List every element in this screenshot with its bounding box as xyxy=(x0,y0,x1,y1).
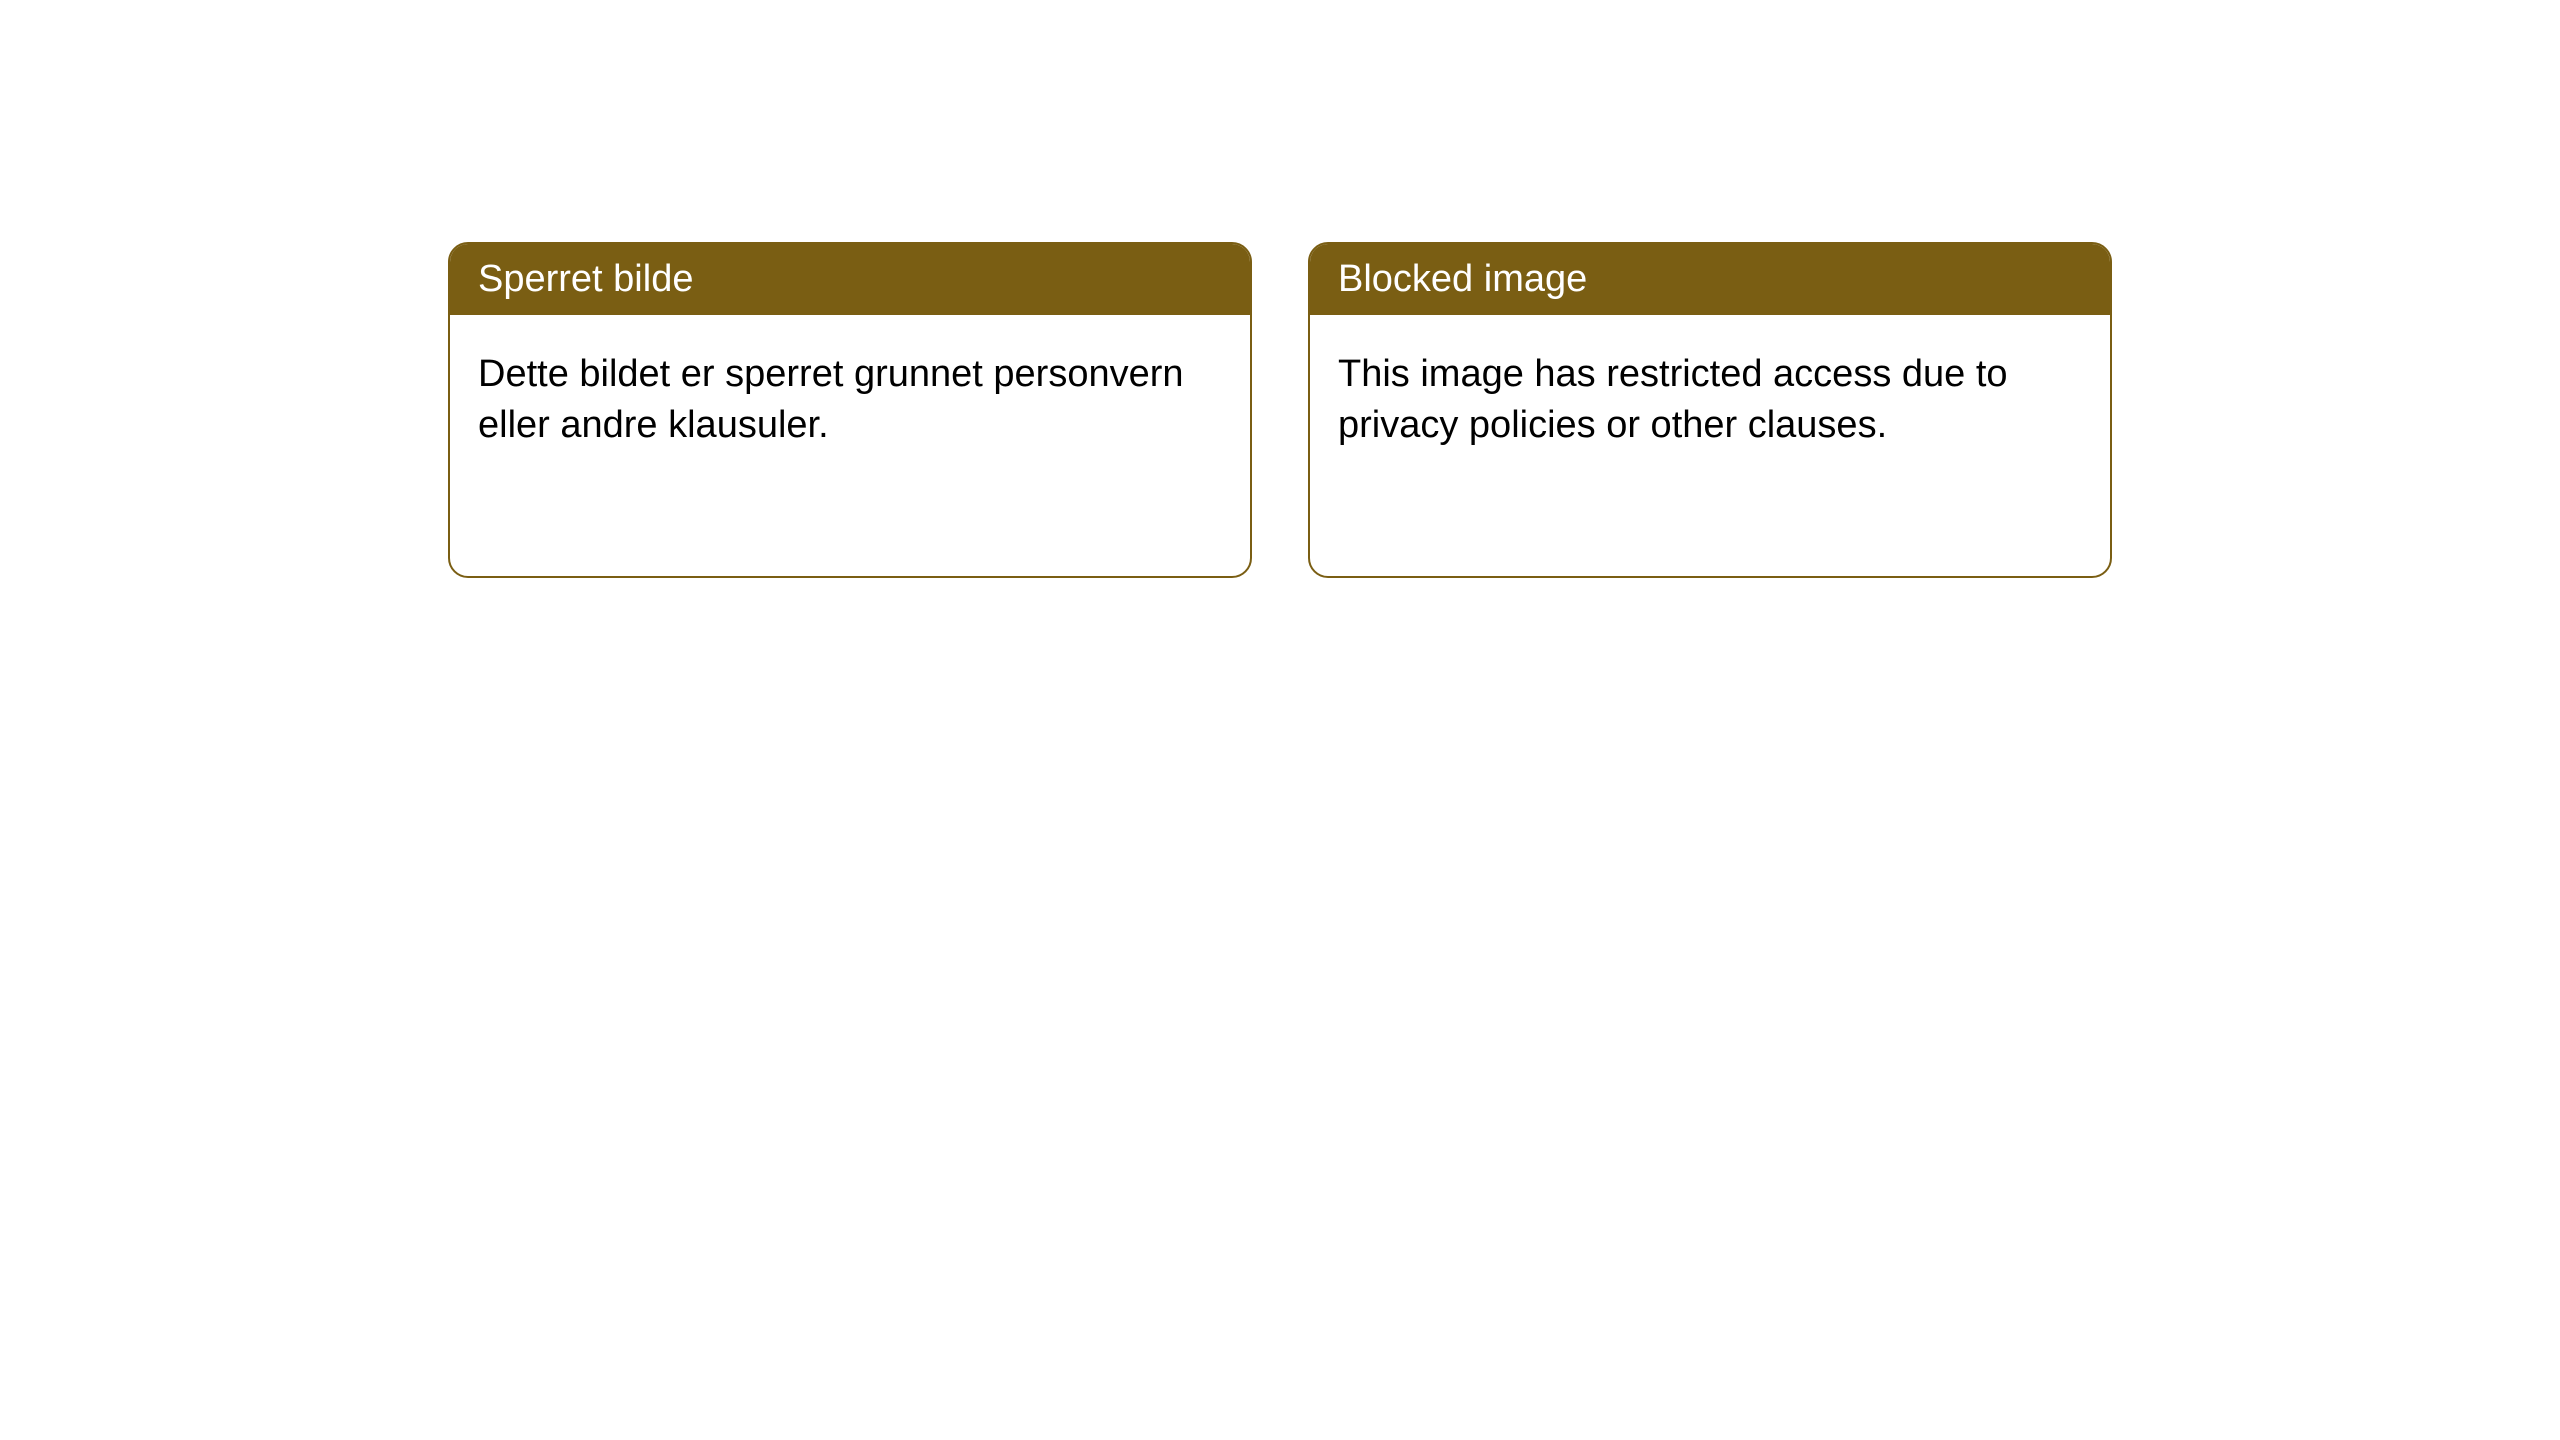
notice-header: Blocked image xyxy=(1310,244,2110,315)
notice-card-norwegian: Sperret bilde Dette bildet er sperret gr… xyxy=(448,242,1252,578)
notice-body: This image has restricted access due to … xyxy=(1310,315,2110,486)
notice-body: Dette bildet er sperret grunnet personve… xyxy=(450,315,1250,486)
notice-card-english: Blocked image This image has restricted … xyxy=(1308,242,2112,578)
notice-header: Sperret bilde xyxy=(450,244,1250,315)
notice-container: Sperret bilde Dette bildet er sperret gr… xyxy=(448,242,2112,578)
